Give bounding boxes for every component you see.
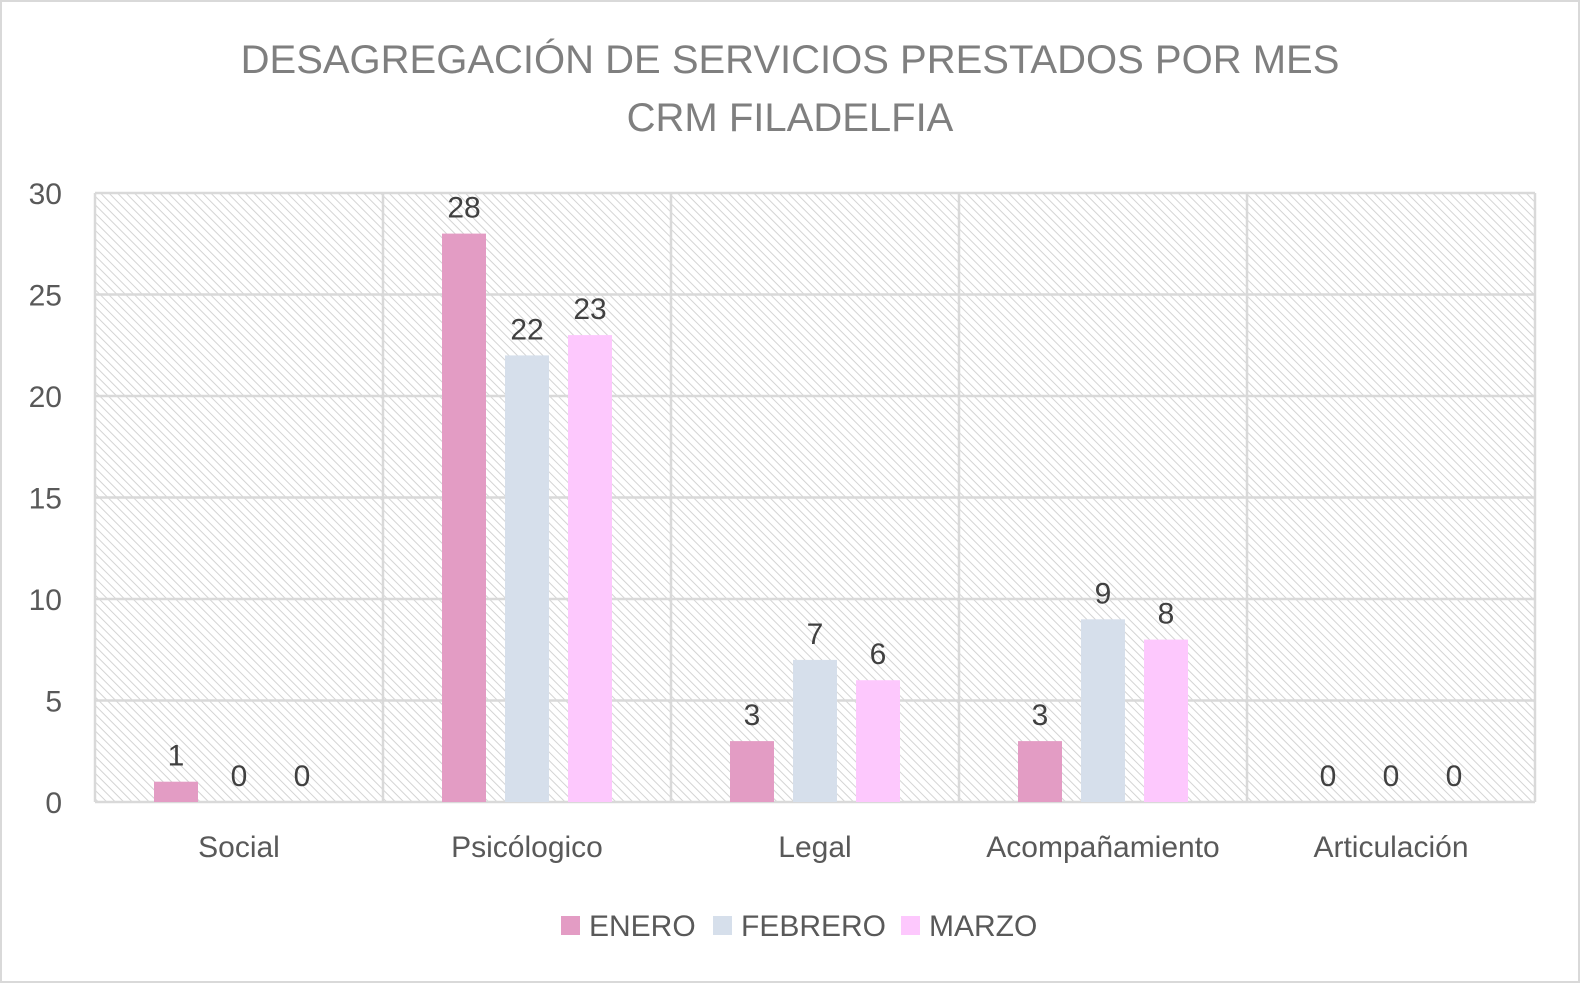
data-label: 0: [1320, 760, 1337, 793]
y-tick-label: 10: [29, 584, 62, 617]
legend-swatch-enero: [561, 916, 580, 935]
bar-enero: [1018, 741, 1062, 802]
x-category-label: Social: [198, 831, 280, 864]
data-label: 23: [573, 293, 606, 326]
x-category-label: Articulación: [1313, 831, 1468, 864]
data-label: 3: [744, 699, 761, 732]
x-category-label: Psicólogico: [451, 831, 603, 864]
x-category-label: Acompañamiento: [986, 831, 1219, 864]
chart-subtitle: CRM FILADELFIA: [626, 96, 954, 140]
y-tick-label: 15: [29, 483, 62, 516]
y-tick-label: 25: [29, 280, 62, 313]
bar-enero: [730, 741, 774, 802]
bar-marzo: [856, 680, 900, 802]
bar-marzo: [1144, 639, 1188, 802]
y-tick-label: 0: [45, 787, 62, 820]
data-label: 22: [510, 313, 543, 346]
data-label: 0: [231, 760, 248, 793]
legend-label: ENERO: [589, 910, 696, 943]
data-label: 9: [1095, 577, 1112, 610]
bar-enero: [442, 233, 486, 803]
data-label: 7: [807, 618, 824, 651]
bar-febrero: [1081, 619, 1125, 802]
data-label: 1: [168, 740, 185, 773]
data-label: 6: [870, 638, 887, 671]
data-label: 0: [294, 760, 311, 793]
data-label: 8: [1158, 598, 1175, 631]
legend-swatch-febrero: [713, 916, 732, 935]
x-category-label: Legal: [778, 831, 851, 864]
legend-swatch-marzo: [901, 916, 920, 935]
y-tick-label: 20: [29, 381, 62, 414]
bar-febrero: [505, 355, 549, 802]
data-label: 0: [1446, 760, 1463, 793]
bar-enero: [154, 781, 198, 802]
y-tick-label: 30: [29, 178, 62, 211]
data-label: 0: [1383, 760, 1400, 793]
y-tick-label: 5: [45, 686, 62, 719]
legend-label: MARZO: [929, 910, 1037, 943]
data-label: 3: [1032, 699, 1049, 732]
legend-label: FEBRERO: [741, 910, 886, 943]
chart-title: DESAGREGACIÓN DE SERVICIOS PRESTADOS POR…: [240, 38, 1340, 82]
bar-marzo: [568, 335, 612, 802]
bar-febrero: [793, 659, 837, 802]
data-label: 28: [447, 192, 480, 225]
